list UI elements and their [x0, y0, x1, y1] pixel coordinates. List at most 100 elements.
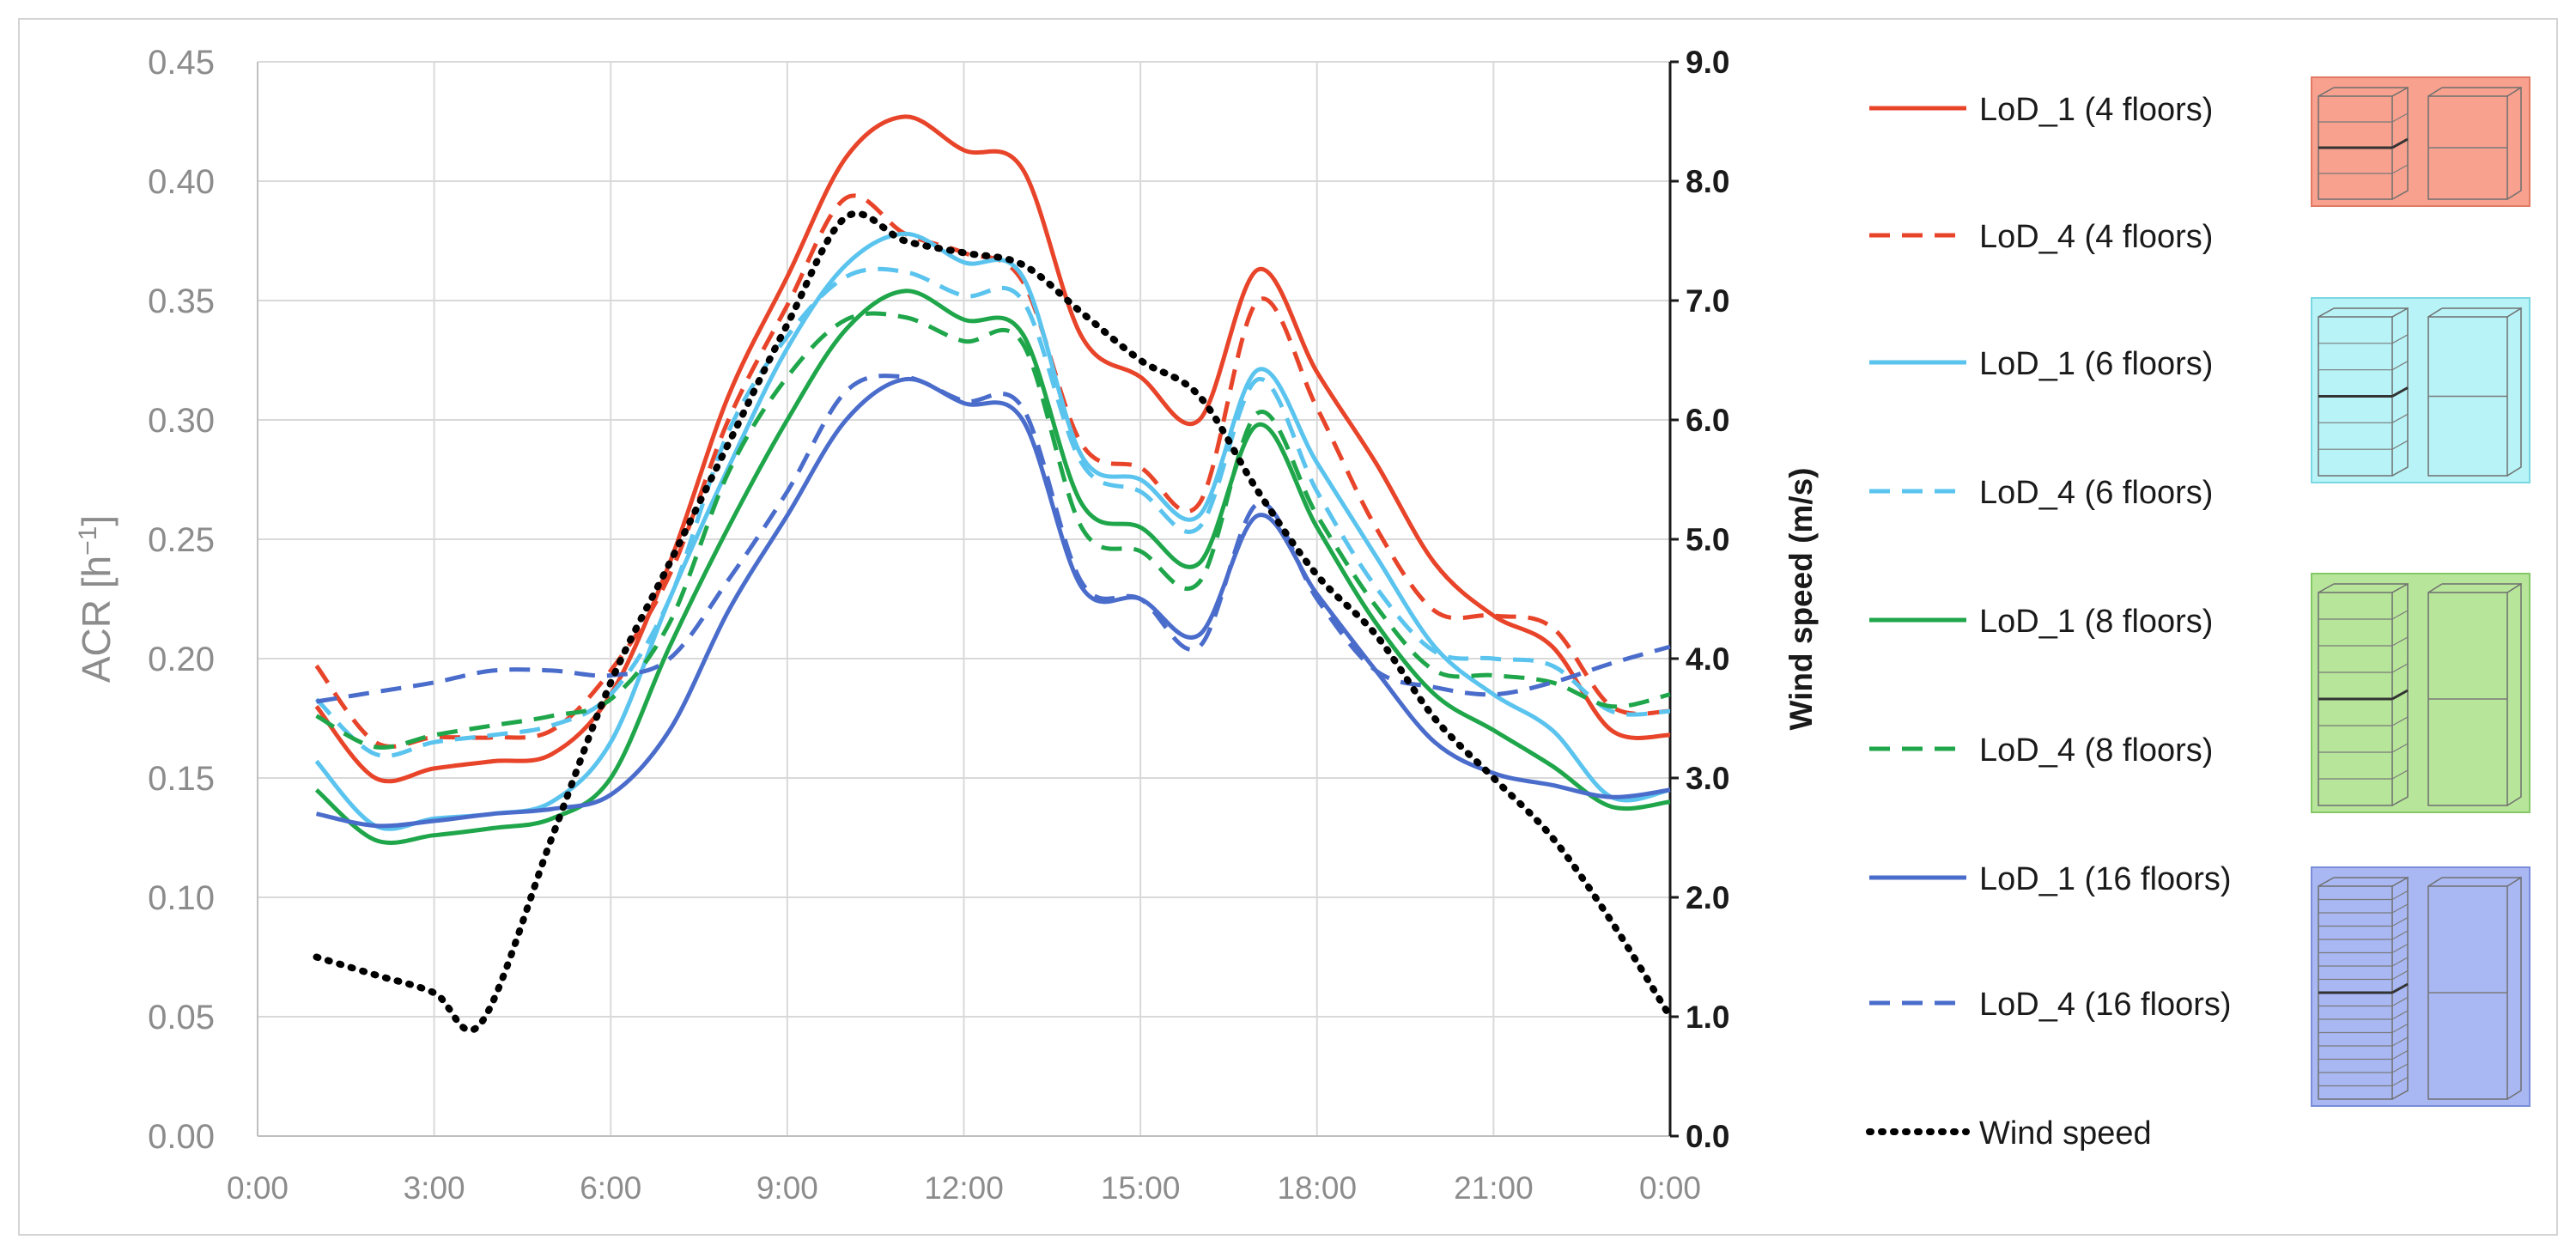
y-tick-label: 0.25 — [148, 521, 215, 559]
building-right-side — [2506, 876, 2522, 1100]
building-right-roof — [2427, 87, 2443, 97]
legend-label: LoD_4 (8 floors) — [1979, 732, 2213, 769]
y-axis-label-main: ACR [h — [74, 556, 118, 683]
series-line-7 — [316, 374, 1671, 704]
building-floor-side — [2391, 890, 2409, 901]
x-tick-label: 18:00 — [1277, 1170, 1357, 1206]
legend-label: LoD_1 (6 floors) — [1979, 346, 2213, 382]
y-tick-label: 0.35 — [148, 283, 215, 320]
y-tick-label: 0.45 — [148, 44, 215, 82]
building-floor-side — [2391, 769, 2409, 780]
y2-tick-label: 6.0 — [1686, 403, 1729, 438]
building-icon-group — [2311, 297, 2530, 483]
building-floor-side — [2391, 1063, 2409, 1073]
building-floor-side — [2391, 663, 2409, 673]
y-tick-label: 0.00 — [148, 1118, 215, 1156]
x-tick-label: 15:00 — [1101, 1170, 1181, 1206]
legend-label: Wind speed — [1979, 1115, 2152, 1152]
building-floor-side — [2391, 982, 2409, 994]
building-floor-side — [2391, 716, 2409, 726]
building-floor-side — [2391, 996, 2409, 1007]
x-tick-label: 0:00 — [1639, 1170, 1701, 1206]
y-axis-label-close: ] — [74, 515, 118, 526]
building-floor-side — [2391, 164, 2409, 174]
y2-tick-label: 0.0 — [1686, 1119, 1729, 1154]
legend-label: LoD_4 (16 floors) — [1979, 987, 2232, 1023]
y2-tick-label: 3.0 — [1686, 761, 1729, 796]
x-tick-label: 9:00 — [756, 1170, 818, 1206]
x-tick-label: 3:00 — [404, 1170, 465, 1206]
y2-tick-label: 2.0 — [1686, 880, 1729, 915]
building-floor-side — [2391, 916, 2409, 927]
building-floor-side — [2391, 636, 2409, 647]
y-tick-label: 0.05 — [148, 999, 215, 1036]
building-icon-group — [2311, 76, 2530, 207]
building-left-roof — [2318, 877, 2335, 887]
building-floor-side — [2391, 743, 2409, 753]
series-lines — [313, 114, 1674, 1034]
y-tick-label: 0.20 — [148, 641, 215, 678]
building-floor-side — [2391, 1049, 2409, 1060]
building-left-roof — [2318, 307, 2335, 318]
series-line-4 — [314, 289, 1671, 845]
building-floor-side — [2391, 943, 2409, 954]
legend-label: LoD_1 (4 floors) — [1979, 92, 2213, 128]
building-right-roof — [2427, 583, 2443, 593]
y-tick-label: 0.40 — [148, 163, 215, 201]
y2-tick-label: 8.0 — [1686, 164, 1729, 199]
x-tick-label: 21:00 — [1454, 1170, 1534, 1206]
building-right-roof — [2427, 307, 2443, 318]
building-floor-side — [2391, 1010, 2409, 1020]
building-right-side — [2506, 86, 2522, 200]
building-left-roof — [2318, 583, 2335, 593]
building-icon-bg — [2311, 573, 2530, 813]
building-floor-side — [2391, 689, 2409, 701]
building-floor-side — [2391, 361, 2409, 371]
y-tick-label: 0.30 — [148, 402, 215, 440]
building-icon-group — [2311, 866, 2530, 1107]
gridlines — [258, 61, 1670, 1136]
y2-axis-label: Wind speed (m/s) — [1783, 468, 1819, 731]
figure-border — [18, 18, 2558, 1236]
building-floor-side — [2391, 1076, 2409, 1087]
series-line-0 — [314, 114, 1671, 784]
y-tick-label: 0.15 — [148, 760, 215, 798]
building-floor-side — [2391, 112, 2409, 123]
building-floor-side — [2391, 1036, 2409, 1047]
building-floor-side — [2391, 386, 2409, 398]
legend-label: LoD_1 (8 floors) — [1979, 604, 2213, 640]
building-floor-side — [2391, 957, 2409, 967]
legend-label: LoD_4 (4 floors) — [1979, 219, 2213, 255]
x-tick-label: 6:00 — [580, 1170, 641, 1206]
y-axis-label-sup: −1 — [74, 526, 102, 556]
x-tick-label: 0:00 — [227, 1170, 289, 1206]
building-icons — [2311, 76, 2530, 1107]
building-right-roof — [2427, 877, 2443, 887]
building-floor-side — [2391, 413, 2409, 423]
y2-tick-label: 1.0 — [1686, 1000, 1729, 1035]
x-tick-label: 12:00 — [924, 1170, 1004, 1206]
y2-tick-label: 7.0 — [1686, 283, 1729, 319]
y-axis-label: ACR [h−1] — [74, 515, 119, 683]
building-floor-side — [2391, 137, 2409, 149]
building-icon-bg — [2311, 76, 2530, 207]
building-floor-side — [2391, 610, 2409, 620]
y2-tick-label: 5.0 — [1686, 522, 1729, 557]
building-floor-side — [2391, 969, 2409, 981]
series-line-8 — [313, 210, 1674, 1034]
building-left-roof — [2318, 87, 2335, 97]
building-floor-side — [2391, 334, 2409, 344]
y-tick-label: 0.10 — [148, 879, 215, 917]
legend: LoD_1 (4 floors) LoD_4 (4 floors) LoD_1 (6… — [1866, 92, 2232, 1152]
building-right-side — [2506, 582, 2522, 806]
y2-tick-label: 4.0 — [1686, 641, 1729, 677]
building-right-side — [2506, 307, 2522, 477]
building-floor-side — [2391, 930, 2409, 940]
building-icon-bg — [2311, 866, 2530, 1107]
building-floor-side — [2391, 903, 2409, 914]
axes: 0.00 0.05 0.10 0.15 0.20 0.25 0.30 0.35 0.40 0.45… — [74, 44, 1820, 1206]
building-icon-bg — [2311, 297, 2530, 483]
series-line-6 — [315, 377, 1671, 829]
